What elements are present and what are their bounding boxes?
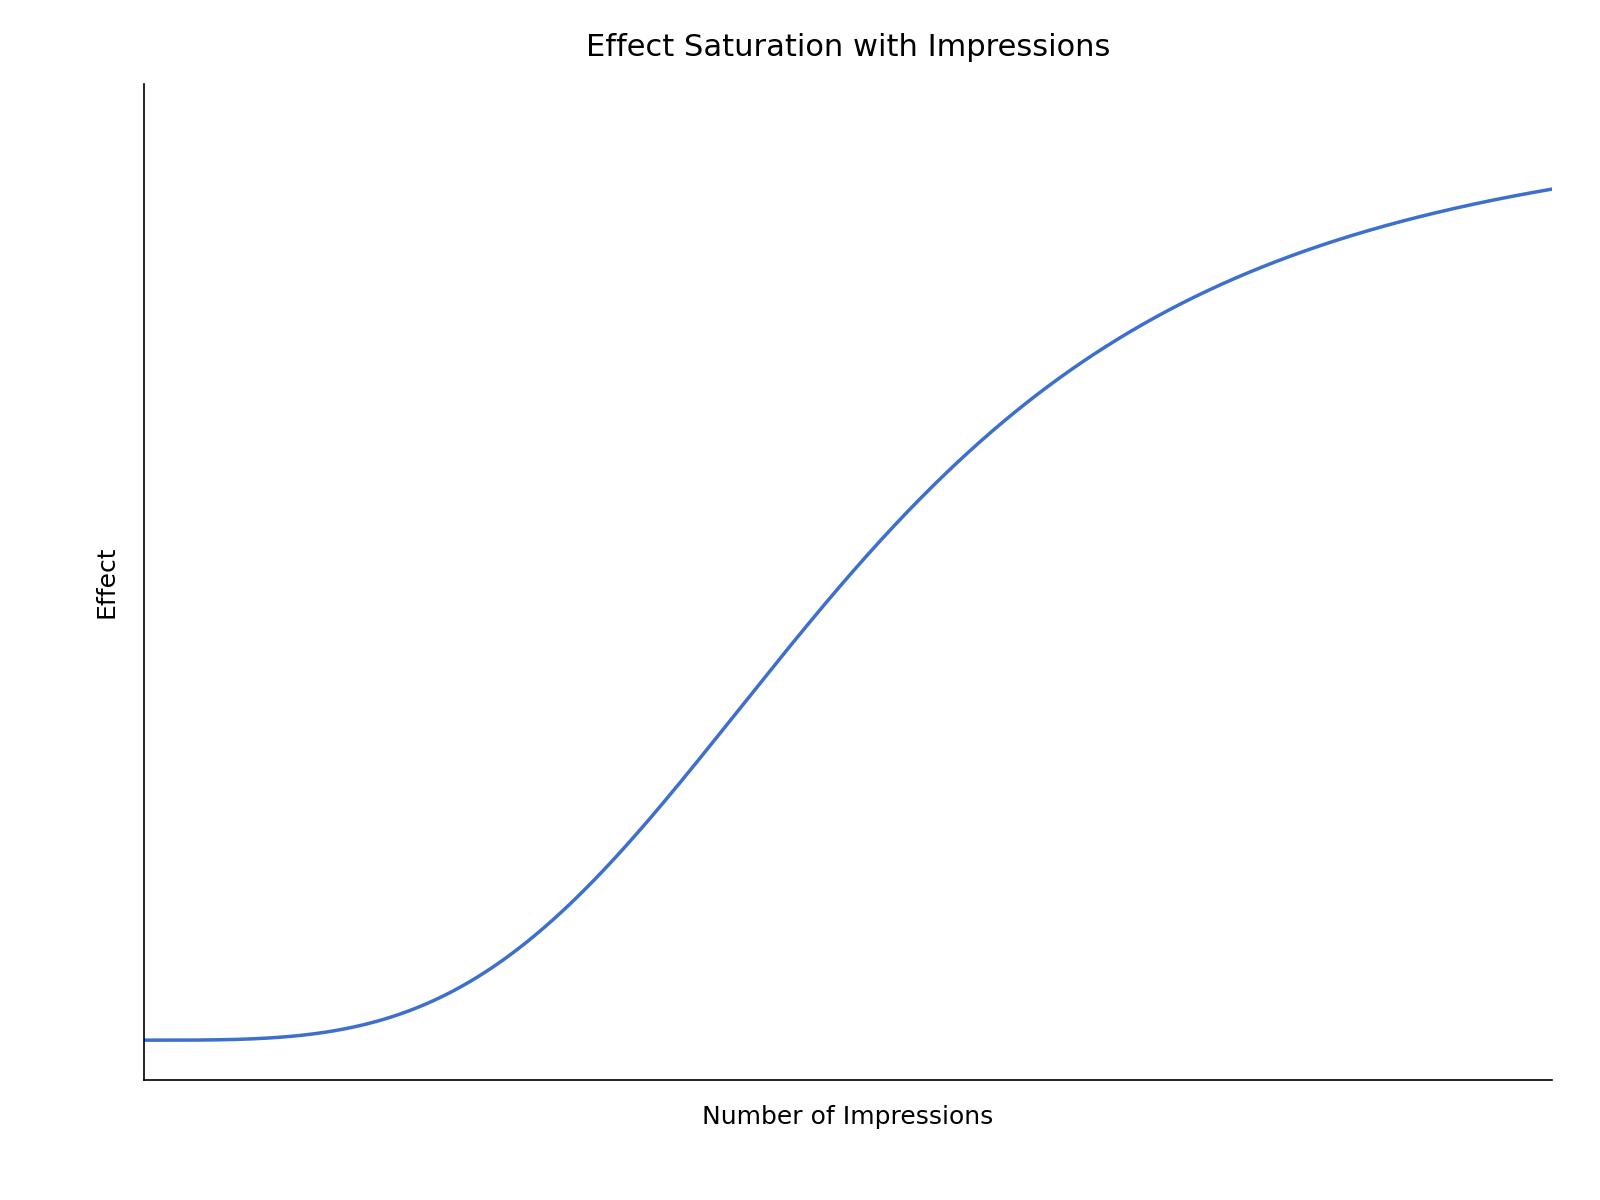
Title: Effect Saturation with Impressions: Effect Saturation with Impressions bbox=[586, 34, 1110, 62]
X-axis label: Number of Impressions: Number of Impressions bbox=[702, 1105, 994, 1129]
Y-axis label: Effect: Effect bbox=[94, 546, 118, 618]
